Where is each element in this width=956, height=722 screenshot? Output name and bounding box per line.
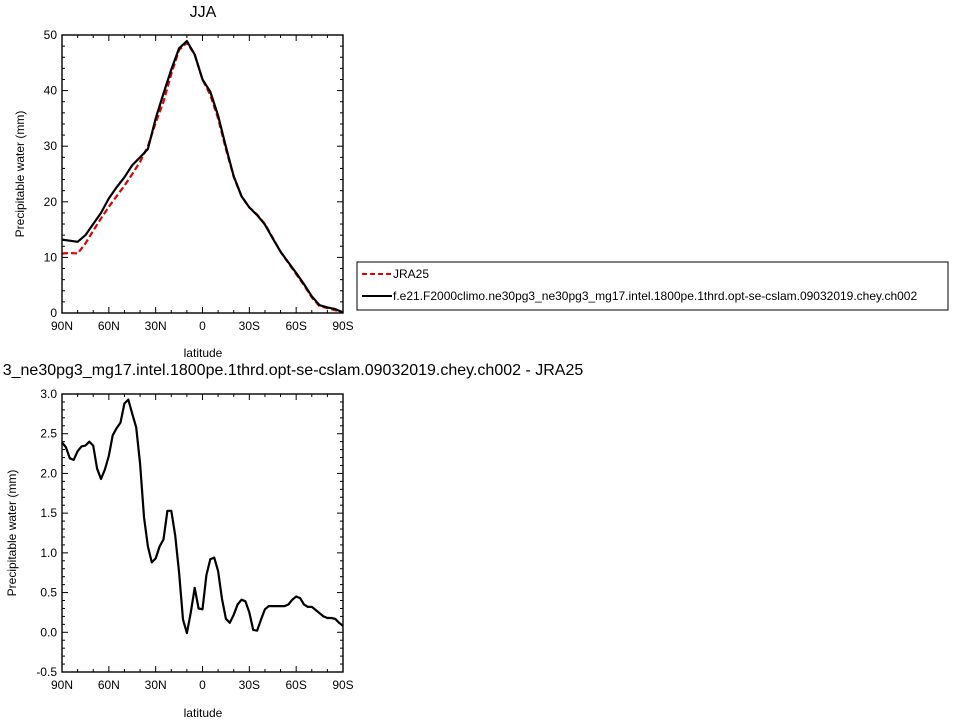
series-line-0 xyxy=(61,398,344,635)
chart-title: JJA xyxy=(190,4,217,21)
x-tick-label: 30N xyxy=(145,319,167,333)
series-line-0 xyxy=(61,41,344,314)
y-tick-label: 10 xyxy=(44,250,58,264)
chart-difference: 3_ne30pg3_mg17.intel.1800pe.1thrd.opt-se… xyxy=(3,362,584,720)
axis-ticks: 90N 60N 30N 0 30S 60S 90S -0.5 0.0 0.5 1.0 1.5 2.0 2.… xyxy=(36,387,353,692)
x-tick-label: 30S xyxy=(239,319,260,333)
x-tick-label: 30S xyxy=(239,678,260,692)
x-tick-label: 90S xyxy=(332,319,353,333)
x-tick-label: 0 xyxy=(199,319,206,333)
series-lines xyxy=(61,398,344,635)
y-tick-label: 50 xyxy=(44,28,58,42)
y-tick-label: -0.5 xyxy=(36,665,57,679)
chart-title: 3_ne30pg3_mg17.intel.1800pe.1thrd.opt-se… xyxy=(3,362,584,379)
axis-ticks: 90N 60N 30N 0 30S 60S 90S 0 10 20 30 40 50 xyxy=(44,28,354,333)
plot-frame xyxy=(61,34,344,314)
y-tick-label: 20 xyxy=(44,195,58,209)
y-tick-label: 40 xyxy=(44,84,58,98)
y-tick-label: 2.5 xyxy=(40,427,57,441)
x-tick-label: 90N xyxy=(51,319,73,333)
x-tick-label: 60S xyxy=(285,319,306,333)
legend-box xyxy=(356,261,949,311)
y-tick-label: 3.0 xyxy=(40,387,57,401)
chart-jja-climatology: JJA latitude Precipitable water (mm) 90N… xyxy=(13,4,354,360)
legend-entry-model: f.e21.F2000climo.ne30pg3_ne30pg3_mg17.in… xyxy=(393,289,917,303)
y-tick-label: 0 xyxy=(50,306,57,320)
y-tick-label: 0.5 xyxy=(40,586,57,600)
y-axis-label: Precipitable water (mm) xyxy=(5,470,19,597)
x-tick-label: 30N xyxy=(145,678,167,692)
x-tick-label: 90S xyxy=(332,678,353,692)
y-tick-label: 30 xyxy=(44,139,58,153)
plot-frame xyxy=(61,393,344,673)
y-axis-label: Precipitable water (mm) xyxy=(13,111,27,238)
x-tick-label: 90N xyxy=(51,678,73,692)
series-lines xyxy=(61,39,344,314)
x-tick-label: 60S xyxy=(285,678,306,692)
y-tick-label: 1.5 xyxy=(40,506,57,520)
x-axis-label: latitude xyxy=(184,346,223,360)
series-line-1 xyxy=(61,39,344,314)
y-tick-label: 2.0 xyxy=(40,466,57,480)
x-tick-label: 60N xyxy=(98,319,120,333)
legend: JRA25 f.e21.F2000climo.ne30pg3_ne30pg3_m… xyxy=(356,261,949,311)
x-tick-label: 60N xyxy=(98,678,120,692)
y-tick-label: 1.0 xyxy=(40,546,57,560)
y-tick-label: 0.0 xyxy=(40,625,57,639)
legend-entry-jra25: JRA25 xyxy=(393,267,429,281)
x-axis-label: latitude xyxy=(184,706,223,720)
x-tick-label: 0 xyxy=(199,678,206,692)
